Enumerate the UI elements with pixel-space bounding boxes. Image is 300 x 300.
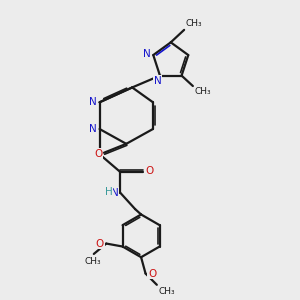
Text: H: H xyxy=(105,187,113,197)
Text: O: O xyxy=(145,166,153,176)
Text: N: N xyxy=(89,97,97,107)
Text: N: N xyxy=(89,124,97,134)
Text: CH₃: CH₃ xyxy=(186,19,202,28)
Text: CH₃: CH₃ xyxy=(158,287,175,296)
Text: N: N xyxy=(154,76,161,86)
Text: N: N xyxy=(143,50,151,59)
Text: N: N xyxy=(111,188,119,198)
Text: O: O xyxy=(148,268,156,278)
Text: O: O xyxy=(96,238,104,249)
Text: O: O xyxy=(94,149,102,159)
Text: CH₃: CH₃ xyxy=(84,257,101,266)
Text: CH₃: CH₃ xyxy=(194,88,211,97)
